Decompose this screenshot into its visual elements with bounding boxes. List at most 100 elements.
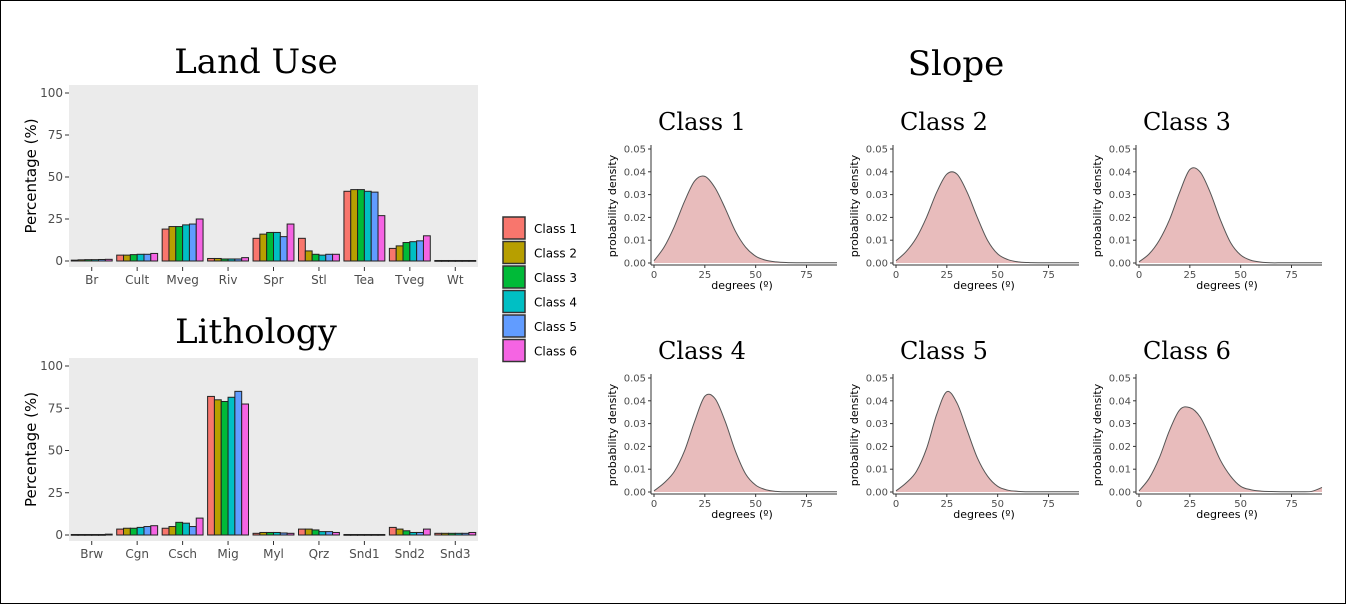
- bar-chart-0: Land Use 0 25 50 75 100 Percentage (%) Br Cult Mv…: [22, 42, 478, 287]
- bar: [350, 533, 359, 536]
- x-tick-label: Myl: [263, 547, 284, 561]
- x-tick-label: 50: [749, 270, 762, 281]
- y-tick-label: 0.05: [866, 145, 888, 156]
- bar: [220, 258, 229, 262]
- bar: [273, 531, 281, 536]
- bar: [409, 531, 418, 536]
- bar: [252, 532, 261, 536]
- bar: [441, 259, 449, 262]
- bar: [150, 252, 159, 262]
- x-axis-title: degrees (º): [711, 279, 773, 292]
- x-tick-label: Mig: [217, 547, 238, 561]
- x-axis-title: degrees (º): [1196, 279, 1258, 292]
- y-tick-label: 75: [48, 401, 63, 415]
- bar: [207, 257, 215, 262]
- bar: [388, 526, 397, 536]
- bar: [395, 528, 404, 536]
- density-line: [1138, 406, 1323, 493]
- y-tick-label: 0.03: [866, 419, 888, 430]
- chart-title: Class 5: [900, 337, 988, 365]
- y-axis-title: probability density: [848, 154, 861, 257]
- bar: [252, 237, 261, 262]
- legend-key: [502, 216, 526, 240]
- chart-title: Lithology: [175, 312, 338, 352]
- bar: [402, 530, 411, 536]
- legend-label: Class 6: [534, 345, 577, 359]
- bar: [468, 259, 477, 262]
- x-tick-label: 50: [991, 499, 1004, 510]
- bar: [207, 395, 215, 536]
- bar: [259, 233, 268, 262]
- density-area: [896, 391, 1079, 492]
- y-tick-label: 100: [40, 86, 63, 100]
- y-tick-label: 0.00: [866, 259, 888, 270]
- bar: [84, 533, 93, 536]
- plot-panel: [69, 358, 478, 541]
- x-tick-label: 50: [1234, 270, 1247, 281]
- y-tick-label: 0.05: [1109, 374, 1131, 385]
- x-tick-label: Snd2: [395, 547, 425, 561]
- bar: [279, 236, 288, 262]
- x-tick-label: 0: [651, 499, 657, 510]
- density-line: [1138, 167, 1322, 264]
- x-tick-label: 75: [1042, 270, 1055, 281]
- y-tick-label: 0.00: [1109, 259, 1131, 270]
- density-chart-3: Class 3 0.00 0.01 0.02 0.03 0.04 0.05 0 25 50 75 de…: [1091, 108, 1322, 292]
- x-tick-label: 0: [1136, 270, 1142, 281]
- bar: [357, 533, 365, 536]
- x-tick-label: 25: [1183, 499, 1196, 510]
- x-tick-label: Tea: [353, 273, 374, 287]
- legend-key: [502, 314, 526, 338]
- x-tick-label: 0: [893, 499, 899, 510]
- bar: [447, 532, 456, 536]
- bar: [98, 258, 106, 262]
- slope-suptitle: Slope: [908, 44, 1005, 84]
- bar: [311, 253, 320, 262]
- bar: [325, 253, 334, 262]
- x-tick-label: 25: [940, 270, 953, 281]
- bar: [297, 528, 306, 536]
- bar: [304, 528, 313, 536]
- density-line: [895, 390, 1079, 493]
- x-axis-title: degrees (º): [953, 508, 1015, 521]
- y-tick-label: 0: [55, 254, 63, 268]
- chart-title: Class 4: [658, 337, 746, 365]
- x-axis-title: degrees (º): [953, 279, 1015, 292]
- bar: [234, 390, 243, 536]
- y-tick-label: 0.02: [1109, 213, 1131, 224]
- x-tick-label: Csch: [168, 547, 197, 561]
- legend-label: Class 3: [534, 271, 577, 285]
- bar: [136, 253, 145, 262]
- bar: [182, 224, 190, 262]
- y-tick-label: 0.04: [624, 396, 646, 407]
- y-tick-label: 50: [48, 170, 63, 184]
- bar: [286, 532, 295, 536]
- bar: [70, 259, 79, 262]
- density-chart-5: Class 5 0.00 0.01 0.02 0.03 0.04 0.05 0 25 50 75 de…: [848, 337, 1079, 521]
- bar: [123, 527, 131, 536]
- y-axis-title: probability density: [606, 154, 619, 257]
- bar: [332, 253, 340, 262]
- y-axis-title: probability density: [1091, 154, 1104, 257]
- bar: [461, 259, 470, 262]
- y-tick-label: 25: [48, 212, 63, 226]
- x-tick-label: 25: [698, 270, 711, 281]
- bar-chart-1: Lithology 0 25 50 75 100 Percentage (%) Brw Cgn C…: [22, 312, 478, 561]
- legend: Class 1 Class 2 Class 3 Class 4 Class 5 Class…: [502, 216, 577, 363]
- x-tick-label: 75: [1285, 270, 1298, 281]
- bar: [143, 526, 152, 536]
- bar: [377, 215, 386, 262]
- y-tick-label: 0.04: [866, 396, 888, 407]
- bar: [266, 231, 274, 262]
- bar: [416, 240, 424, 262]
- bar: [161, 527, 170, 536]
- bar: [363, 533, 372, 536]
- x-tick-label: 0: [893, 270, 899, 281]
- y-axis-title: Percentage (%): [22, 118, 40, 233]
- bar: [357, 189, 365, 262]
- bar: [168, 226, 177, 262]
- legend-key: [502, 240, 526, 265]
- bar: [188, 526, 197, 536]
- chart-title: Class 1: [658, 108, 746, 136]
- bar: [332, 531, 340, 536]
